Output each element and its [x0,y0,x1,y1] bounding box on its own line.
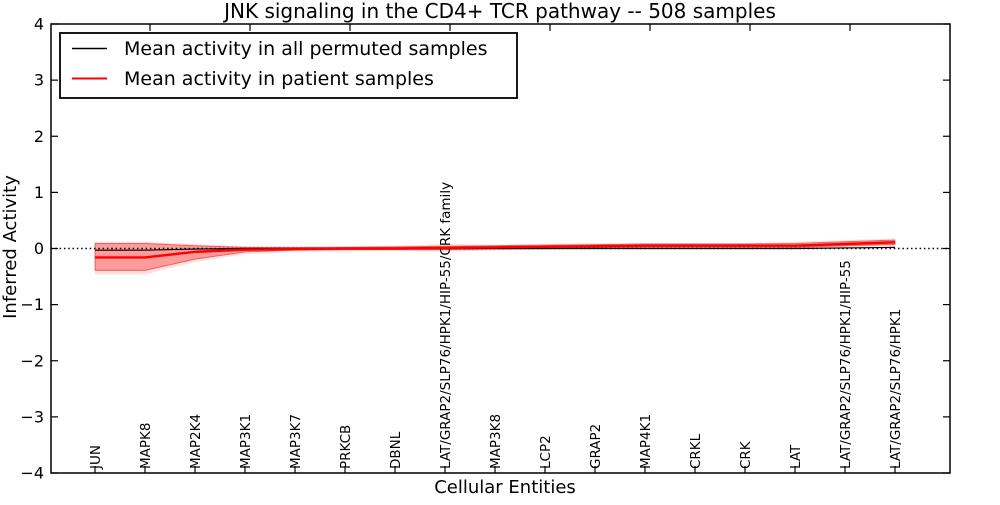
plot-data-lines [51,241,950,259]
x-tick-label: LAT/GRAP2/SLP76/HPK1 [888,309,904,469]
x-tick-label: MAPK8 [138,423,154,469]
y-axis-label: Inferred Activity [0,175,21,319]
y-tick-label: −1 [20,295,44,314]
plot-area-under: JUN MAPK8 MAP2K4 MAP3K1 MAP3K7 PRKCB DBNL LAT/G… [88,182,904,470]
x-axis-label: Cellular Entities [434,477,576,498]
x-tick-label: MAP3K8 [488,414,504,469]
y-tick-label: 2 [34,127,44,146]
axes: −4 −3 −2 −1 0 1 2 3 4 [20,15,951,483]
x-tick-label: CRK [738,440,754,469]
x-tick-label: LAT/GRAP2/SLP76/HPK1/HIP-55 [838,260,854,469]
y-tick-label: −3 [20,407,44,426]
x-tick-label: LAT [788,444,804,469]
y-tick-label: 4 [34,15,44,34]
x-tick-label: DBNL [388,431,404,469]
legend-box [59,32,518,99]
patient-mean-line [95,241,896,259]
y-tick-label: −4 [20,464,44,483]
x-tick-label: PRKCB [338,425,354,469]
legend-label-patient-samples: Mean activity in patient samples [124,68,434,90]
chart-title: JNK signaling in the CD4+ TCR pathway --… [222,0,776,23]
x-tick-label: JUN [88,445,104,470]
x-tick-label: MAP2K4 [188,414,204,469]
x-tick-label: GRAP2 [588,424,604,469]
x-tick-label: LAT/GRAP2/SLP76/HPK1/HIP-55/CRK family [438,182,454,469]
x-tick-label: LCP2 [538,435,554,469]
y-tick-label: 1 [34,183,44,202]
y-tick-label: 3 [34,71,44,90]
x-tick-label: MAP3K1 [238,414,254,469]
y-tick-label: 0 [34,239,44,258]
y-tick-label: −2 [20,351,44,370]
legend: Mean activity in all permuted samples Me… [59,32,518,99]
x-tick-label: MAP4K1 [638,414,654,469]
legend-label-permuted-samples: Mean activity in all permuted samples [124,38,487,60]
x-tick-label: CRKL [688,433,704,469]
x-tick-label: MAP3K7 [288,414,304,469]
